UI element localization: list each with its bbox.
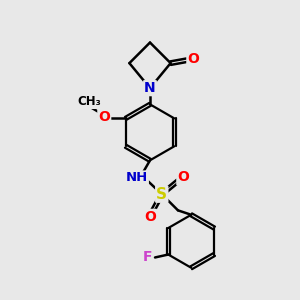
Text: O: O [98,110,110,124]
Text: O: O [177,170,189,184]
Text: O: O [144,210,156,224]
Text: O: O [187,52,199,66]
Text: CH₃: CH₃ [77,95,101,108]
Text: NH: NH [126,172,148,184]
Text: N: N [144,81,156,95]
Text: S: S [156,187,167,202]
Text: F: F [142,250,152,265]
